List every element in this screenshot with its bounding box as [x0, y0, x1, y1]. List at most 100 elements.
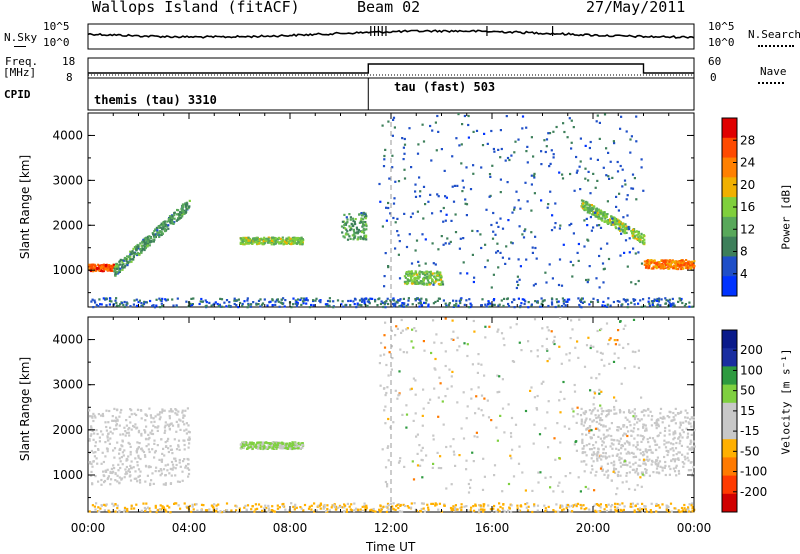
- scatter-cell: [394, 221, 397, 224]
- scatter-cell: [252, 301, 255, 304]
- scatter-cell: [557, 510, 560, 513]
- scatter-cell: [126, 507, 129, 511]
- scatter-cell: [594, 213, 597, 216]
- scatter-cell: [490, 129, 493, 133]
- scatter-cell: [652, 305, 655, 308]
- scatter-cell: [168, 427, 171, 430]
- scatter-cell: [175, 430, 178, 433]
- scatter-cell: [570, 504, 573, 507]
- scatter-cell: [490, 286, 493, 289]
- scatter-cell: [690, 267, 693, 270]
- scatter-cell: [586, 224, 589, 227]
- scatter-cell: [137, 468, 141, 471]
- scatter-cell: [106, 477, 109, 481]
- scatter-cell: [420, 458, 423, 461]
- scatter-cell: [392, 202, 396, 205]
- scatter-cell: [422, 140, 426, 143]
- scatter-cell: [443, 504, 446, 507]
- scatter-cell: [167, 437, 170, 440]
- scatter-cell: [631, 505, 634, 508]
- scatter-cell: [97, 506, 100, 509]
- scatter-cell: [126, 255, 129, 258]
- scatter-cell: [682, 267, 685, 270]
- scatter-cell: [596, 299, 599, 302]
- scatter-cell: [381, 448, 384, 451]
- scatter-cell: [469, 302, 472, 305]
- scatter-cell: [139, 247, 142, 251]
- scatter-cell: [642, 234, 645, 237]
- scatter-cell: [477, 362, 480, 365]
- scatter-cell: [266, 237, 269, 240]
- scatter-cell: [247, 236, 250, 239]
- scatter-cell: [664, 262, 667, 265]
- scatter-cell: [103, 267, 106, 270]
- scatter-cell: [161, 305, 164, 308]
- scatter-cell: [492, 147, 495, 151]
- scatter-cell: [184, 409, 187, 412]
- scatter-cell: [475, 431, 478, 434]
- scatter-cell: [536, 394, 539, 398]
- scatter-cell: [482, 457, 485, 460]
- scatter-cell: [177, 445, 180, 448]
- scatter-cell: [540, 163, 543, 166]
- scatter-cell: [609, 409, 613, 412]
- scatter-cell: [158, 226, 161, 229]
- scatter-cell: [149, 465, 152, 469]
- scatter-cell: [609, 304, 612, 307]
- scatter-cell: [105, 409, 108, 412]
- scatter-cell: [446, 237, 449, 240]
- scatter-cell: [583, 508, 586, 511]
- scatter-cell: [88, 409, 91, 412]
- colorbar-tick-label: -200: [740, 485, 767, 499]
- scatter-cell: [656, 435, 659, 438]
- scatter-cell: [455, 508, 458, 511]
- scatter-cell: [673, 304, 676, 307]
- scatter-cell: [523, 302, 526, 306]
- scatter-cell: [378, 297, 381, 300]
- scatter-cell: [292, 442, 295, 446]
- scatter-cell: [570, 222, 573, 225]
- scatter-cell: [332, 300, 335, 303]
- scatter-cell: [125, 419, 128, 422]
- scatter-cell: [580, 300, 583, 303]
- scatter-cell: [481, 298, 484, 301]
- scatter-cell: [391, 357, 394, 360]
- scatter-cell: [608, 427, 611, 430]
- scatter-cell: [665, 506, 668, 509]
- scatter-cell: [607, 474, 610, 477]
- scatter-cell: [605, 215, 608, 219]
- scatter-cell: [305, 298, 308, 301]
- scatter-cell: [537, 481, 540, 484]
- scatter-cell: [217, 503, 220, 506]
- scatter-cell: [671, 265, 674, 268]
- scatter-cell: [216, 302, 219, 306]
- scatter-cell: [279, 237, 282, 240]
- scatter-cell: [582, 206, 585, 209]
- scatter-cell: [633, 416, 637, 420]
- scatter-cell: [437, 466, 440, 470]
- scatter-cell: [617, 227, 620, 230]
- scatter-cell: [162, 227, 165, 230]
- scatter-cell: [563, 130, 566, 134]
- scatter-cell: [255, 445, 258, 448]
- scatter-cell: [254, 503, 257, 506]
- scatter-cell: [284, 445, 287, 449]
- y-tick-label: 2000: [52, 423, 83, 437]
- scatter-cell: [422, 340, 425, 343]
- scatter-cell: [166, 423, 169, 426]
- scatter-cell: [383, 285, 386, 288]
- scatter-cell: [295, 300, 298, 303]
- scatter-cell: [604, 457, 608, 460]
- scatter-cell: [626, 434, 629, 438]
- scatter-cell: [97, 305, 100, 308]
- scatter-cell: [686, 416, 689, 419]
- scatter-cell: [592, 451, 595, 454]
- scatter-cell: [125, 457, 128, 461]
- scatter-cell: [584, 177, 587, 180]
- scatter-cell: [303, 503, 307, 507]
- scatter-cell: [121, 445, 124, 448]
- scatter-cell: [416, 433, 419, 436]
- scatter-cell: [372, 507, 375, 511]
- scatter-cell: [506, 181, 509, 184]
- scatter-cell: [106, 268, 109, 271]
